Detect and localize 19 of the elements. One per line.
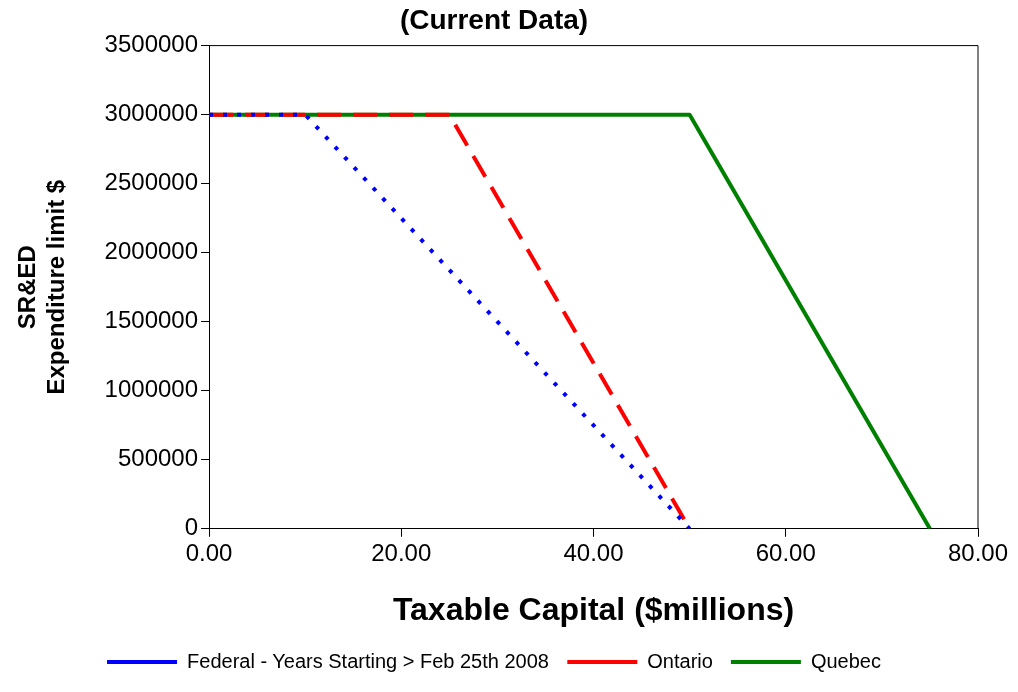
- y-tick-label: 2500000: [104, 168, 199, 196]
- legend-label: Federal - Years Starting > Feb 25th 2008: [187, 649, 549, 672]
- legend-label: Quebec: [810, 649, 881, 672]
- x-tick-label: 60.00: [755, 538, 816, 566]
- chart-title: (Current Data): [399, 3, 589, 35]
- y-tick-label: 500000: [117, 444, 199, 472]
- y-tick-label: 1500000: [104, 306, 199, 334]
- legend-label: Ontario: [647, 649, 713, 672]
- y-axis-title: SR&ED Expenditure limit $: [13, 179, 69, 395]
- y-tick-label: 3000000: [104, 99, 199, 127]
- y-tick-label: 0: [184, 513, 199, 541]
- x-tick-label: 20.00: [371, 538, 432, 566]
- y-tick-label: 1000000: [104, 375, 199, 403]
- x-tick-label: 0.00: [185, 538, 233, 566]
- x-axis-title: Taxable Capital ($millions): [392, 590, 795, 627]
- x-tick-label: 80.00: [947, 538, 1009, 566]
- y-tick-label: 2000000: [104, 237, 199, 265]
- x-tick-label: 40.00: [563, 538, 624, 566]
- y-tick-label: 3500000: [104, 30, 199, 58]
